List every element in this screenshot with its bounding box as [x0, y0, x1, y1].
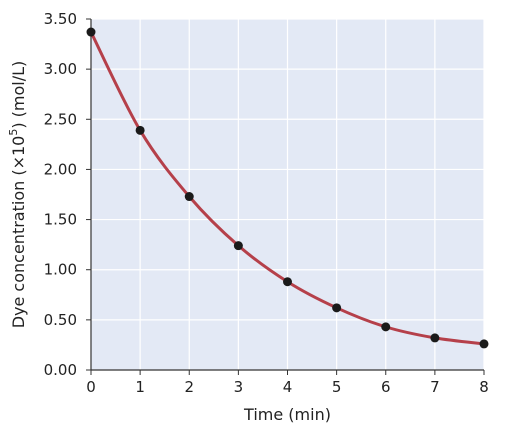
y-tick-label: 1.50 [44, 211, 77, 229]
y-axis-label-pre: Dye concentration (×10 [9, 136, 28, 329]
y-tick-label: 0.50 [44, 311, 77, 329]
y-axis-label: Dye concentration (×105) (mol/L) [7, 61, 28, 329]
data-point-4 [283, 277, 292, 287]
y-axis-label-post: ) (mol/L) [9, 61, 28, 129]
y-tick-label: 0.00 [44, 361, 77, 379]
data-point-3 [233, 241, 243, 251]
axes [86, 18, 485, 375]
x-tick-labels: 0 1 2 3 4 5 6 7 8 [86, 378, 489, 396]
x-tick-label: 7 [430, 378, 440, 396]
y-axis-label-sup: 5 [7, 129, 20, 136]
y-tick-label: 2.00 [44, 160, 77, 178]
x-tick-label: 5 [332, 378, 342, 396]
y-tick-label: 3.50 [44, 10, 77, 28]
data-point-7 [430, 333, 440, 343]
y-tick-label: 3.00 [44, 60, 77, 78]
x-tick-label: 6 [381, 378, 391, 396]
data-point-1 [135, 125, 145, 135]
data-point-0 [86, 27, 96, 37]
data-point-8 [479, 339, 489, 349]
x-tick-label: 4 [283, 378, 293, 396]
y-tick-labels: 0.00 0.50 1.00 1.50 2.00 2.50 3.00 3.50 [44, 10, 77, 379]
data-point-6 [381, 322, 391, 332]
y-tick-label: 2.50 [44, 110, 77, 128]
x-tick-label: 2 [184, 378, 194, 396]
data-points [86, 27, 489, 349]
data-point-5 [332, 303, 342, 313]
y-tick-label: 1.00 [44, 261, 77, 279]
x-tick-label: 0 [86, 378, 96, 396]
data-point-2 [184, 192, 194, 202]
x-tick-label: 8 [479, 378, 489, 396]
x-tick-label: 3 [234, 378, 244, 396]
x-axis-label: Time (min) [243, 405, 331, 424]
x-tick-label: 1 [135, 378, 145, 396]
